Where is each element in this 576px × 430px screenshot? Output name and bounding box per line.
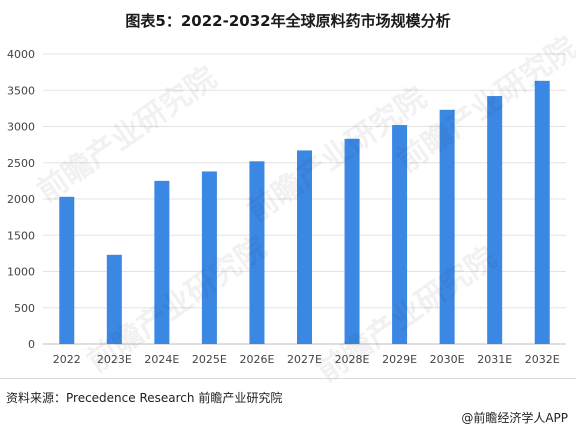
bar xyxy=(59,196,75,344)
source-note: 资料来源：Precedence Research 前瞻产业研究院 xyxy=(6,391,283,405)
bar xyxy=(201,171,217,344)
bar-chart: 0 500 1000 1500 2000 2500 3000 3500 4000 2022 2023… xyxy=(7,48,566,366)
x-tick-label: 2032E xyxy=(525,353,560,366)
y-tick-label: 3000 xyxy=(7,121,35,134)
y-tick-label: 0 xyxy=(28,338,35,351)
x-tick-label: 2022 xyxy=(53,353,81,366)
bar xyxy=(106,254,122,344)
credit-label: @前瞻经济学人APP xyxy=(461,411,568,425)
x-tick-label: 2023E xyxy=(97,353,132,366)
x-tick-label: 2028E xyxy=(335,353,370,366)
y-tick-label: 500 xyxy=(14,302,35,315)
footer-divider xyxy=(0,378,576,379)
bar xyxy=(392,125,408,344)
y-tick-label: 4000 xyxy=(7,48,35,61)
x-tick-label: 2024E xyxy=(144,353,179,366)
bar xyxy=(487,96,503,344)
y-tick-label: 2500 xyxy=(7,157,35,170)
bar xyxy=(297,150,312,344)
bar xyxy=(249,161,265,344)
y-tick-label: 3500 xyxy=(7,84,35,97)
x-tick-label: 2027E xyxy=(287,353,322,366)
x-tick-label: 2025E xyxy=(192,353,227,366)
bar xyxy=(154,180,170,344)
y-tick-label: 1000 xyxy=(7,266,35,279)
chart-title: 图表5：2022-2032年全球原料药市场规模分析 xyxy=(125,12,451,30)
y-tick-label: 1500 xyxy=(7,229,35,242)
bar xyxy=(534,80,550,344)
x-tick-label: 2031E xyxy=(477,353,512,366)
x-tick-label: 2026E xyxy=(239,353,274,366)
bar xyxy=(344,138,360,344)
x-tick-label: 2029E xyxy=(382,353,417,366)
y-tick-label: 2000 xyxy=(7,193,35,206)
bar xyxy=(439,109,455,344)
x-tick-label: 2030E xyxy=(430,353,465,366)
